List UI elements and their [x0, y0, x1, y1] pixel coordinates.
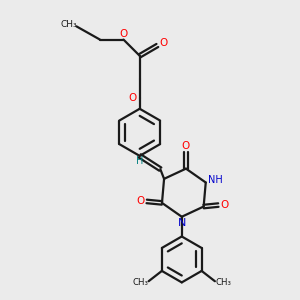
Text: CH₃: CH₃ [215, 278, 231, 287]
Text: CH₃: CH₃ [132, 278, 148, 287]
Text: H: H [136, 156, 143, 166]
Text: N: N [178, 218, 186, 228]
Text: O: O [136, 196, 144, 206]
Text: NH: NH [208, 175, 223, 184]
Text: O: O [159, 38, 167, 47]
Text: CH₃: CH₃ [61, 20, 77, 29]
Text: O: O [128, 94, 136, 103]
Text: O: O [119, 29, 128, 39]
Text: O: O [221, 200, 229, 210]
Text: O: O [182, 141, 190, 151]
